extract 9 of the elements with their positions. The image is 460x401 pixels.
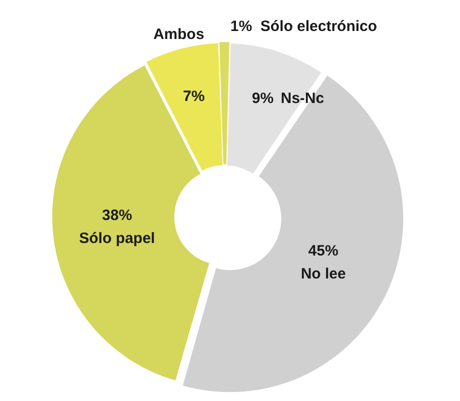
slice-label: Ns-Nc: [280, 90, 324, 108]
slice-label: Ambos: [153, 26, 204, 44]
data-label: 7%: [183, 88, 205, 106]
data-label: 9%: [252, 90, 274, 108]
data-label: 38%: [102, 207, 132, 224]
data-label: 45%: [308, 242, 338, 260]
slice-label: No lee: [300, 265, 346, 282]
slice-label: Sólo papel: [79, 230, 155, 248]
slice-label: 1% Sólo electrónico: [230, 18, 378, 36]
